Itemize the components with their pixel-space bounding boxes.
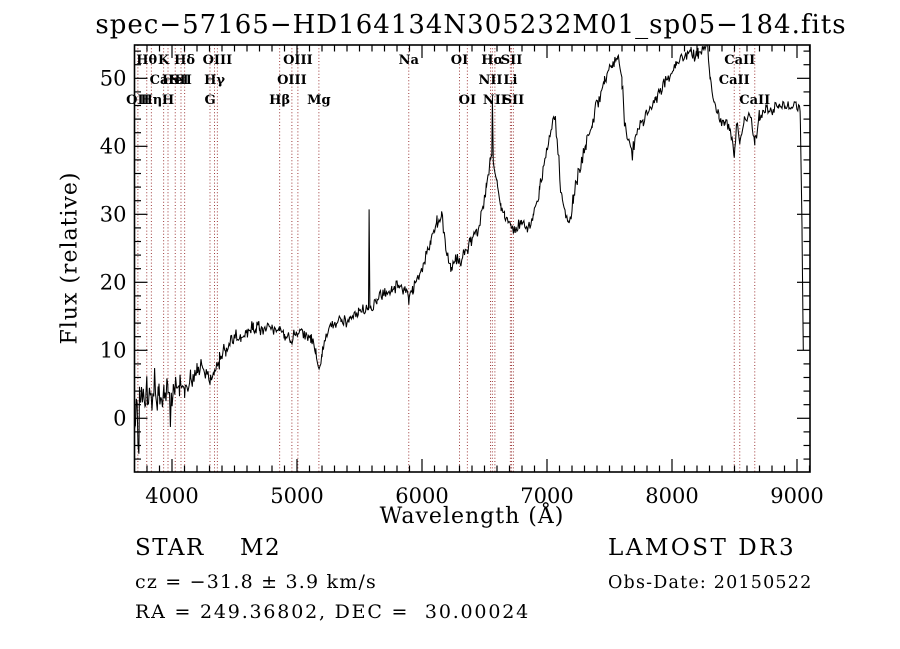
x-axis-tick-label: 7000 (520, 484, 573, 508)
survey-release-label: LAMOST DR3 (608, 535, 797, 561)
y-axis-tick-label: 0 (113, 406, 126, 430)
y-axis-tick-label: 30 (100, 202, 127, 226)
x-axis-tick-label: 8000 (645, 484, 698, 508)
spectral-line-label: CaII (150, 73, 181, 88)
spectral-line-label: Hγ (204, 73, 225, 88)
spectral-line-label: OIII (203, 53, 233, 68)
spectral-line-label: SII (503, 93, 525, 108)
object-class-label: STAR M2 (135, 535, 282, 561)
spectrum-trace (134, 45, 804, 454)
spectral-line-label: CaII (739, 93, 770, 108)
spectral-line-label: K (158, 53, 170, 68)
y-axis-tick-label: 20 (100, 270, 127, 294)
spectral-line-label: Na (399, 53, 420, 68)
spectral-line-label: H (162, 93, 174, 108)
spectral-line-label: OII (126, 93, 150, 108)
y-axis-tick-label: 50 (100, 66, 127, 90)
x-axis-label: Wavelength (Å) (379, 504, 565, 529)
spectral-line-label: CaII (719, 73, 750, 88)
plot-frame (133, 44, 811, 473)
page-title: spec−57165−HD164134N305232M01_sp05−184.f… (95, 10, 847, 40)
spectral-line-label: SII (170, 73, 192, 88)
spectral-line-label: Hδ (174, 53, 195, 68)
x-axis-tick-label: 5000 (270, 484, 323, 508)
spectral-line-label: OI (451, 53, 468, 68)
obs-date-value: Obs-Date: 20150522 (608, 573, 813, 593)
y-axis-tick-label: 10 (100, 338, 127, 362)
spectral-line-label: Hη (141, 93, 163, 108)
spectral-line-label: HeI (162, 73, 189, 88)
spectral-line-label: Hβ (269, 93, 290, 108)
y-axis-label: Flux (relative) (57, 171, 83, 345)
x-axis-tick-label: 6000 (395, 484, 448, 508)
x-axis-tick-label: 4000 (145, 484, 198, 508)
spectral-line-label: Hα (481, 53, 503, 68)
y-axis-tick-label: 40 (100, 134, 127, 158)
spectral-line-label: OI (459, 93, 476, 108)
spectral-line-label: Hθ (136, 53, 157, 68)
spectral-line-label: Li (503, 73, 517, 88)
ra-dec-value: RA = 249.36802, DEC = 30.00024 (135, 601, 530, 623)
spectral-line-label: G (204, 93, 215, 108)
spectral-line-label: NII (483, 93, 507, 108)
spectral-line-label: OIII (277, 73, 307, 88)
x-axis-tick-label: 9000 (770, 484, 823, 508)
spectral-line-label: NII (478, 73, 502, 88)
spectral-line-label: Mg (307, 93, 330, 108)
spectral-line-label: SII (501, 53, 523, 68)
spectral-line-label: OIII (283, 53, 313, 68)
radial-velocity-value: cz = −31.8 ± 3.9 km/s (135, 571, 378, 593)
spectral-line-label: CaII (724, 53, 755, 68)
